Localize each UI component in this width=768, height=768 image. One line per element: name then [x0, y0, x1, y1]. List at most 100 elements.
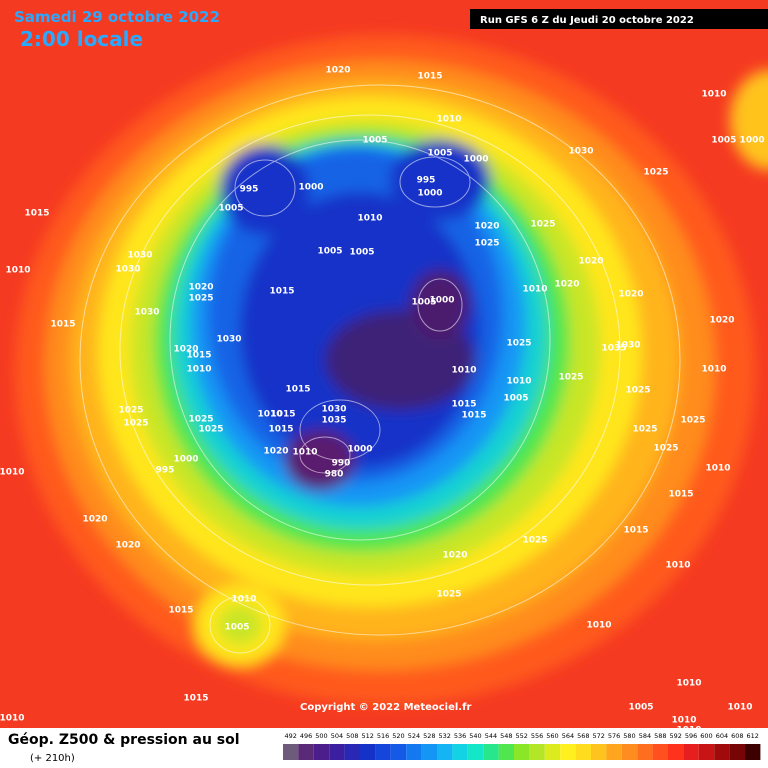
legend-value: 524 — [408, 732, 420, 740]
legend-value: 532 — [438, 732, 450, 740]
legend-swatch — [467, 744, 484, 760]
isobar-label: 1010 — [0, 468, 25, 478]
legend-value: 544 — [485, 732, 497, 740]
isobar-label: 1020 — [82, 515, 107, 525]
isobar-label: 1020 — [173, 345, 198, 355]
isobar-label: 1020 — [618, 290, 643, 300]
legend-swatch — [637, 744, 653, 760]
legend-swatch — [498, 744, 514, 760]
isobar-label: 1025 — [436, 590, 461, 600]
isobar-label: 1010 — [727, 703, 752, 713]
legend-value: 588 — [654, 732, 666, 740]
isobar-label: 1020 — [263, 447, 288, 457]
legend-value: 608 — [731, 732, 743, 740]
isobar-label: 1015 — [285, 385, 310, 395]
legend-value: 520 — [392, 732, 404, 740]
isobar-label: 1010 — [506, 377, 531, 387]
isobar-label: 1015 — [24, 209, 49, 219]
run-info: Run GFS 6 Z du Jeudi 20 octobre 2022 — [480, 15, 694, 26]
legend-swatch — [575, 744, 591, 760]
legend-swatch — [621, 744, 638, 760]
legend-value: 508 — [346, 732, 358, 740]
legend-value: 492 — [284, 732, 296, 740]
isobar-label: 1010 — [676, 679, 701, 689]
legend-swatch — [668, 744, 684, 760]
isobar-label: 1025 — [506, 339, 531, 349]
isobar-label: 1025 — [643, 168, 668, 178]
isobar-label: 1010 — [451, 366, 476, 376]
legend-value: 580 — [623, 732, 635, 740]
copyright: Copyright © 2022 Meteociel.fr — [300, 702, 471, 713]
isobar-label: 1025 — [123, 419, 148, 429]
isobar-label: 1005 1000 — [711, 136, 764, 146]
isobar-label: 1000 — [429, 296, 454, 306]
isobar-label: 1010 — [665, 561, 690, 571]
isobars — [79, 84, 681, 654]
isobar-label: 1025 — [558, 373, 583, 383]
legend: 492 496 500 504 508 512 516 520 524 528 532 536 540 5… — [283, 732, 761, 760]
isobar-label: 1035 — [601, 344, 626, 354]
isobar-label: 1015 — [461, 411, 486, 421]
legend-swatch — [344, 744, 360, 760]
legend-value: 516 — [377, 732, 389, 740]
isobar-label: 1025 — [632, 425, 657, 435]
isobar-label: 1030 — [134, 308, 159, 318]
legend-value: 528 — [423, 732, 435, 740]
legend-swatch — [729, 744, 745, 760]
legend-swatch — [514, 744, 530, 760]
isobar-label: 1010 — [5, 266, 30, 276]
isobar-label: 1020 — [442, 551, 467, 561]
isobar-label: 1010 — [671, 716, 696, 726]
legend-value: 592 — [669, 732, 681, 740]
date: Samedi 29 octobre 2022 — [14, 8, 220, 26]
isobar-label: 1035 — [321, 416, 346, 426]
isobar-label: 1025 — [198, 425, 223, 435]
legend-value: 568 — [577, 732, 589, 740]
isobar-label: 1025 — [118, 406, 143, 416]
isobar-label: 1015 — [186, 351, 211, 361]
isobar-label: 1010 — [705, 464, 730, 474]
isobar-label: 1010 — [586, 621, 611, 631]
isobar-label: 1000 — [298, 183, 323, 193]
isobar-label: 1010 — [701, 90, 726, 100]
isobar-label: 1025 — [188, 294, 213, 304]
isobar-label: 1020 — [325, 66, 350, 76]
legend-value: 612 — [746, 732, 758, 740]
isobar-label: 1010 — [292, 448, 317, 458]
isobar-label: 1005 — [362, 136, 387, 146]
legend-value: 572 — [592, 732, 604, 740]
isobar-label: 1005 — [503, 394, 528, 404]
isobar-label: 995 — [417, 176, 436, 186]
isobar-label: 1010 — [257, 410, 282, 420]
isobar-label: 1030 — [568, 147, 593, 157]
isobar-label: 1015 — [270, 410, 295, 420]
isobar-label: 1020 — [578, 257, 603, 267]
legend-swatch — [591, 744, 607, 760]
legend-swatch — [375, 744, 391, 760]
isobar-label: 1025 — [188, 415, 213, 425]
legend-value: 556 — [531, 732, 543, 740]
isobar-label: 990 — [332, 459, 351, 469]
isobar-label: 1025 — [653, 444, 678, 454]
isobar-label: 1015 — [623, 526, 648, 536]
isobar-label: 1010 — [436, 115, 461, 125]
isobar-label: 1005 — [224, 623, 249, 633]
isobar-label: 1010 — [357, 214, 382, 224]
footer-title: Géop. Z500 & pression au sol — [8, 732, 240, 748]
legend-swatch — [421, 744, 437, 760]
legend-swatch — [298, 744, 314, 760]
legend-swatch — [652, 744, 668, 760]
isobar-label: 1010 — [186, 365, 211, 375]
isobar-label: 1010 — [231, 595, 256, 605]
legend-value: 576 — [608, 732, 620, 740]
legend-swatch — [683, 744, 699, 760]
legend-swatch — [483, 744, 499, 760]
legend-swatch — [452, 744, 468, 760]
legend-value: 552 — [515, 732, 527, 740]
legend-swatch — [745, 744, 761, 760]
isobar-label: 1020 — [474, 222, 499, 232]
isobar-label: 1015 — [417, 72, 442, 82]
